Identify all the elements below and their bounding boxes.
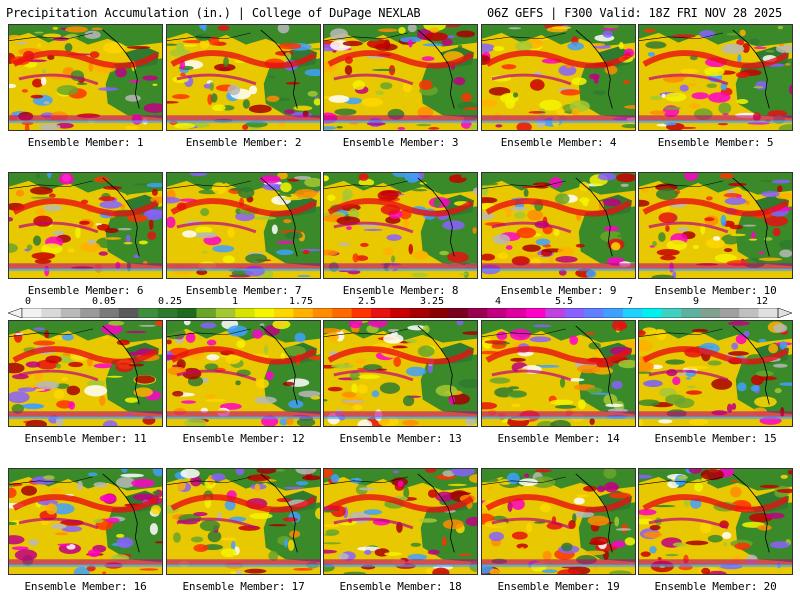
panel-label: Ensemble Member: 17: [182, 580, 305, 593]
precip-map: [8, 24, 163, 131]
precip-map: [481, 320, 636, 427]
page-title: Precipitation Accumulation (in.) | Colle…: [6, 6, 421, 20]
panel-label: Ensemble Member: 8: [342, 284, 459, 297]
panel-label: Ensemble Member: 5: [657, 136, 774, 149]
colorbar-tick-label: 7: [626, 296, 634, 307]
precip-map: [8, 468, 163, 575]
precip-map: [481, 172, 636, 279]
panel-label: Ensemble Member: 10: [654, 284, 777, 297]
precip-map: [638, 172, 793, 279]
precip-map: [481, 468, 636, 575]
panel-label: Ensemble Member: 16: [24, 580, 147, 593]
panel-label: Ensemble Member: 7: [185, 284, 302, 297]
colorbar-tick-label: 5.5: [554, 296, 574, 307]
panel-label: Ensemble Member: 15: [654, 432, 777, 445]
precip-map: [166, 320, 321, 427]
colorbar-tick-label: 0.25: [157, 296, 183, 307]
panel-label: Ensemble Member: 20: [654, 580, 777, 593]
colorbar-tick-label: 4: [494, 296, 502, 307]
panel-label: Ensemble Member: 12: [182, 432, 305, 445]
panel-label: Ensemble Member: 18: [339, 580, 462, 593]
precip-map: [166, 172, 321, 279]
precip-map: [8, 172, 163, 279]
panel-label: Ensemble Member: 11: [24, 432, 147, 445]
panel-label: Ensemble Member: 19: [497, 580, 620, 593]
colorbar-tick-label: 9: [692, 296, 700, 307]
precip-map: [638, 468, 793, 575]
header: Precipitation Accumulation (in.) | Colle…: [0, 0, 800, 24]
precip-map: [323, 24, 478, 131]
precip-map: [8, 320, 163, 427]
panel-label: Ensemble Member: 4: [500, 136, 617, 149]
precip-map: [638, 24, 793, 131]
precip-map: [638, 320, 793, 427]
colorbar-tick-label: 1.75: [288, 296, 314, 307]
colorbar-tick-label: 12: [755, 296, 769, 307]
panel-label: Ensemble Member: 9: [500, 284, 617, 297]
colorbar-tick-label: 0.05: [91, 296, 117, 307]
panel-label: Ensemble Member: 3: [342, 136, 459, 149]
colorbar-legend: 0 0.05 0.25 1 1.75 2.5 3.25 4 5.5 7 9 12: [8, 296, 792, 320]
colorbar-tick-label: 2.5: [357, 296, 377, 307]
panel-label: Ensemble Member: 13: [339, 432, 462, 445]
colorbar-scale: [8, 308, 792, 318]
precip-map: [323, 320, 478, 427]
precip-map: [166, 24, 321, 131]
precip-map: [323, 172, 478, 279]
panel-label: Ensemble Member: 2: [185, 136, 302, 149]
precip-map: [323, 468, 478, 575]
panel-label: Ensemble Member: 1: [27, 136, 144, 149]
panel-label: Ensemble Member: 14: [497, 432, 620, 445]
precip-map: [481, 24, 636, 131]
colorbar-tick-label: 0: [24, 296, 32, 307]
run-info: 06Z GEFS | F300 Valid: 18Z FRI NOV 28 20…: [486, 6, 782, 20]
colorbar-tick-label: 3.25: [419, 296, 445, 307]
precip-map: [166, 468, 321, 575]
panel-label: Ensemble Member: 6: [27, 284, 144, 297]
colorbar-tick-label: 1: [231, 296, 239, 307]
